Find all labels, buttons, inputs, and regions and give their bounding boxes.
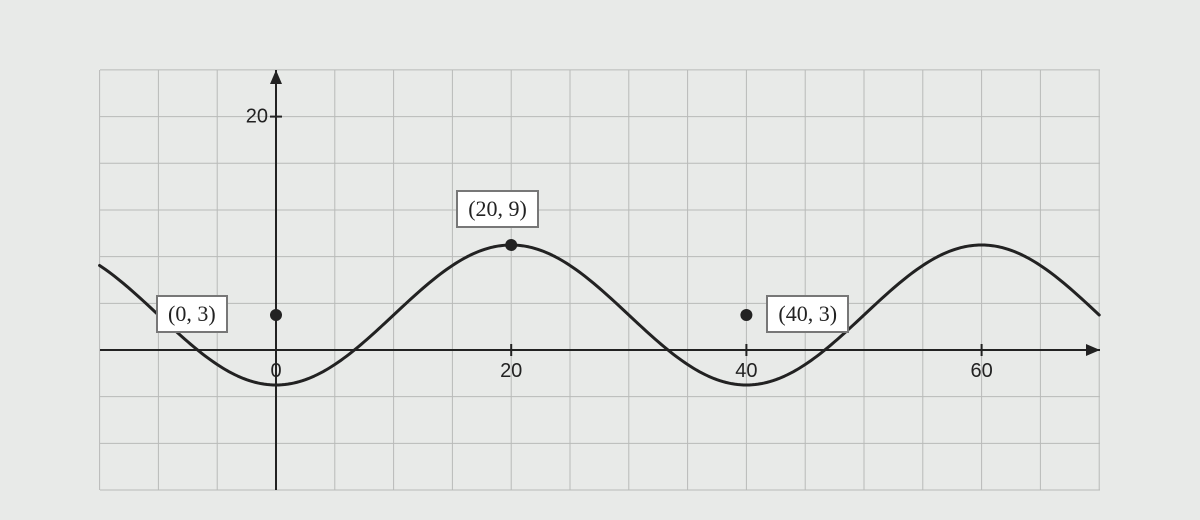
- point-label: (20, 9): [456, 190, 539, 228]
- y-tick-label: 20: [246, 105, 268, 128]
- point-label: (0, 3): [156, 295, 228, 333]
- sine-chart: [0, 0, 1200, 520]
- x-tick-label: 0: [270, 360, 281, 383]
- figure-container: What is the equation for the following s…: [0, 0, 1200, 520]
- x-tick-label: 60: [970, 360, 992, 383]
- x-tick-label: 40: [735, 360, 757, 383]
- point-label: (40, 3): [766, 295, 849, 333]
- x-tick-label: 20: [500, 360, 522, 383]
